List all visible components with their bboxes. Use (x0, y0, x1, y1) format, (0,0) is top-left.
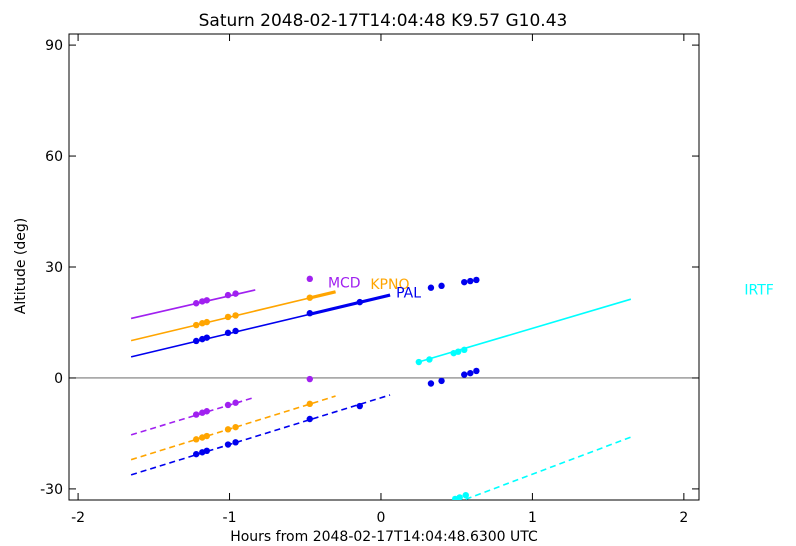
pal-point (203, 334, 211, 341)
kpno-point (306, 294, 313, 301)
pal-point (473, 367, 480, 375)
pal-point (467, 277, 474, 285)
irtf-point (462, 491, 469, 499)
mcd-point (232, 399, 239, 406)
irtf-altitude-line (417, 298, 632, 364)
pal-point (473, 276, 480, 284)
pal-point (193, 337, 200, 345)
pal-point (203, 447, 211, 455)
pal-site-label: PAL (396, 285, 421, 301)
y-tick-label: 90 (45, 38, 63, 54)
pal-point (232, 327, 239, 335)
y-tick-label: 60 (45, 149, 63, 165)
kpno-dashed-line (130, 395, 336, 461)
irtf-point (456, 494, 463, 500)
pal-observing-window (309, 293, 391, 316)
pal-point (232, 439, 239, 446)
plot-frame (68, 33, 700, 501)
y-tick-label: 30 (45, 260, 63, 276)
mcd-point (203, 408, 211, 415)
kpno-point (193, 436, 200, 443)
irtf-point (415, 358, 423, 366)
kpno-point (193, 321, 200, 329)
kpno-point (203, 432, 211, 440)
pal-point (438, 377, 445, 385)
pal-point (306, 415, 313, 423)
pal-point (356, 298, 363, 306)
series-group (130, 275, 632, 500)
pal-point (461, 278, 468, 286)
kpno-site-label: KPNO (370, 277, 409, 293)
x-tick-label: 2 (679, 510, 688, 526)
irtf-site-label: IRTF (744, 283, 773, 299)
y-axis-label: Altitude (deg) (13, 218, 29, 314)
kpno-point (232, 312, 239, 319)
pal-point (224, 329, 232, 337)
mcd-dashed-line (130, 396, 256, 436)
y-tick-label: -30 (40, 482, 63, 498)
mcd-point (193, 300, 200, 307)
kpno-point (224, 426, 232, 433)
pal-point (438, 282, 445, 290)
pal-point (427, 284, 435, 291)
x-tick-label: -2 (71, 510, 85, 526)
pal-point (427, 380, 435, 387)
irtf-point (426, 356, 433, 363)
pal-point (467, 369, 474, 377)
x-tick-label: -1 (223, 510, 237, 526)
mcd-point (203, 297, 211, 304)
mcd-point (193, 411, 200, 418)
x-axis-label: Hours from 2048-02-17T14:04:48.6300 UTC (230, 529, 538, 545)
irtf-point (455, 348, 462, 355)
irtf-point (461, 346, 468, 354)
mcd-point (306, 375, 313, 383)
mcd-point (232, 290, 239, 297)
pal-dashed-line (130, 394, 391, 476)
mcd-site-label: MCD (328, 275, 361, 291)
pal-point (224, 441, 232, 448)
kpno-point (203, 318, 211, 326)
pal-point (356, 402, 363, 410)
kpno-point (232, 423, 239, 431)
pal-point (193, 450, 200, 458)
pal-point (306, 310, 313, 317)
pal-point (461, 371, 468, 378)
kpno-observing-window (309, 290, 336, 300)
kpno-point (224, 313, 232, 321)
mcd-point (224, 401, 232, 409)
mcd-point (224, 291, 232, 299)
mcd-point (306, 275, 313, 283)
x-tick-label: 1 (528, 510, 537, 526)
chart-title: Saturn 2048-02-17T14:04:48 K9.57 G10.43 (199, 11, 568, 31)
x-tick-label: 0 (377, 510, 386, 526)
irtf-dashed-line (465, 436, 632, 500)
y-tick-label: 0 (54, 371, 63, 387)
kpno-point (306, 400, 313, 408)
